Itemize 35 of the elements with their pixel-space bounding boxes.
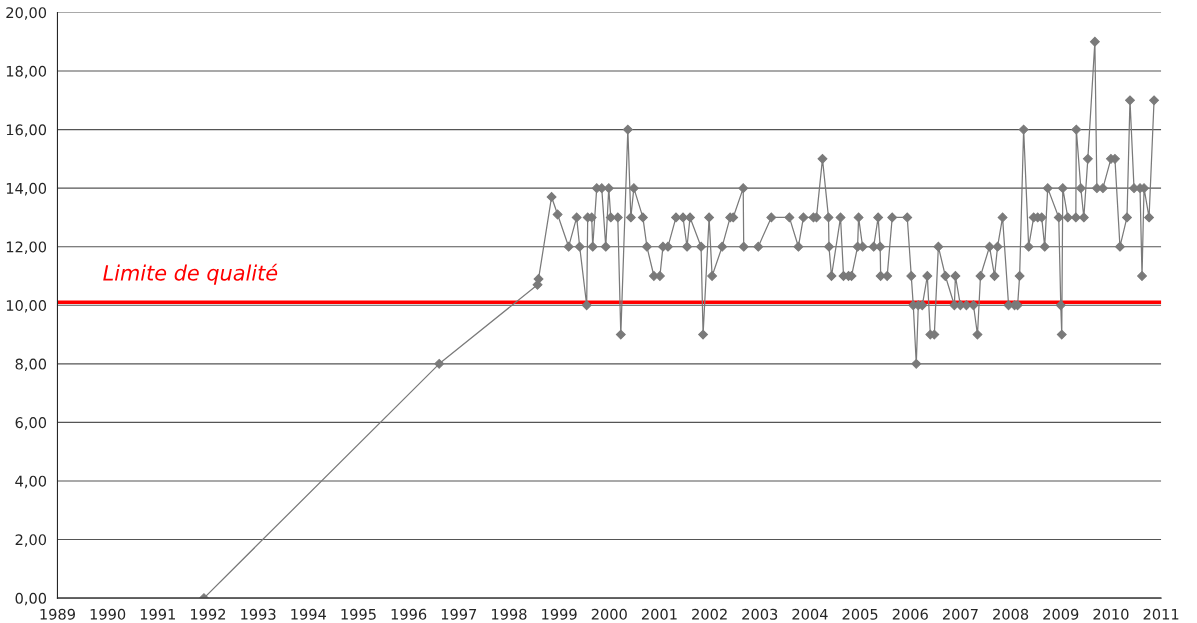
x-tick-label: 1992	[191, 608, 226, 620]
x-tick-label: 2003	[742, 608, 778, 620]
y-tick-label: 10,00	[6, 299, 47, 313]
y-tick-label: 4,00	[15, 475, 47, 489]
x-tick-label: 1989	[40, 608, 75, 620]
x-tick-label: 2006	[892, 608, 928, 620]
x-tick-label: 1991	[140, 608, 175, 620]
y-tick-label: 14,00	[6, 182, 47, 196]
y-tick-label: 6,00	[15, 417, 47, 430]
x-tick-label: 2009	[1043, 608, 1079, 620]
x-tick-label: 2007	[942, 608, 978, 620]
x-tick-label: 2010	[1093, 608, 1129, 620]
x-tick-label: 2008	[993, 608, 1029, 620]
x-tick-label: 1996	[391, 608, 427, 620]
x-tick-label: 1995	[341, 608, 376, 620]
y-tick-label: 20,00	[6, 7, 47, 20]
x-tick-label: 2005	[842, 608, 878, 620]
x-tick-label: 1999	[542, 608, 577, 620]
y-tick-label: 12,00	[6, 241, 47, 254]
x-tick-label: 2001	[641, 608, 677, 620]
y-tick-label: 0,00	[15, 592, 47, 606]
y-tick-label: 8,00	[15, 358, 47, 372]
x-tick-label: 2004	[792, 608, 828, 620]
y-tick-label: 18,00	[6, 65, 47, 79]
y-tick-label: 16,00	[6, 124, 47, 137]
x-tick-label: 2011	[1143, 608, 1179, 620]
ref-line-label: Limite de qualité	[103, 263, 278, 285]
x-tick-label: 1997	[441, 608, 477, 620]
x-tick-label: 2002	[692, 608, 727, 620]
y-tick-label: 2,00	[15, 534, 47, 547]
x-tick-label: 2000	[591, 608, 627, 620]
x-tick-label: 1998	[491, 608, 527, 620]
x-tick-label: 1993	[241, 608, 276, 620]
x-tick-label: 1990	[90, 608, 126, 620]
x-tick-label: 1994	[291, 608, 327, 620]
